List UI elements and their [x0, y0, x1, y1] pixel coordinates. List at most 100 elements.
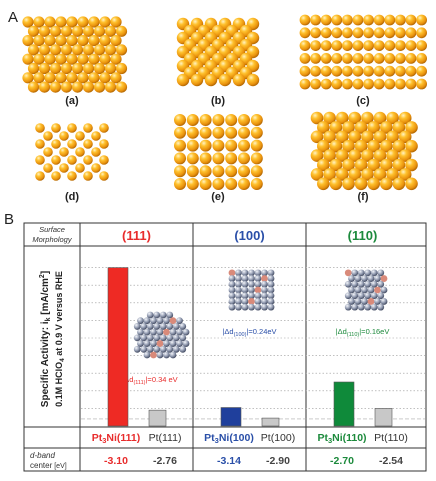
- sphere: [380, 139, 393, 153]
- atom: [133, 345, 141, 353]
- sphere: [405, 158, 418, 172]
- atom: [380, 275, 388, 282]
- atom: [374, 275, 381, 282]
- atom: [143, 340, 151, 347]
- atom: [228, 275, 236, 282]
- sphere: [82, 62, 95, 75]
- sphere: [174, 139, 186, 152]
- atom: [166, 334, 174, 342]
- sphere: [35, 171, 45, 181]
- atom: [248, 280, 255, 288]
- delta-d-annotation: |Δd(111)|=0.34 eV: [122, 375, 177, 386]
- sphere: [225, 178, 238, 190]
- sphere: [67, 123, 77, 133]
- atom: [361, 286, 368, 294]
- sphere: [317, 177, 330, 191]
- sphere: [59, 163, 69, 173]
- sphere: [238, 178, 250, 190]
- atom: [159, 323, 167, 330]
- sphere: [329, 177, 343, 191]
- bar-chart: (111) |Δd(111)|=0.34 eV Pt3Ni(111) -3.10 Pt(…: [81, 228, 425, 467]
- atom: [156, 351, 164, 359]
- atom: [374, 286, 381, 294]
- surface-morphology-label-line1: Surface: [39, 225, 65, 234]
- sphere: [395, 53, 406, 64]
- atom: [261, 292, 268, 300]
- sphere: [110, 53, 122, 65]
- sphere: [174, 114, 186, 126]
- sphere: [363, 53, 374, 64]
- sphere: [77, 16, 89, 28]
- atom: [163, 317, 170, 325]
- sphere: [55, 16, 67, 28]
- lattice-c: (c): [299, 14, 427, 107]
- atom: [357, 303, 365, 311]
- sphere: [348, 168, 362, 181]
- sphere: [93, 25, 106, 37]
- atom: [150, 340, 157, 347]
- sphere: [323, 168, 336, 181]
- atom: [344, 269, 352, 277]
- group-110: (110) |Δd(110)|=0.16eV Pt3Ni(110) -2.70 Pt(1…: [317, 228, 407, 467]
- sphere: [352, 27, 364, 39]
- bar: [374, 408, 393, 427]
- sphere: [395, 14, 406, 26]
- sphere: [212, 139, 225, 152]
- sphere: [75, 163, 85, 173]
- atom: [228, 303, 236, 311]
- atom: [267, 275, 275, 282]
- dband-value: -2.70: [330, 455, 354, 467]
- atom: [261, 303, 268, 311]
- dband-label-line2: center [eV]: [30, 461, 67, 470]
- sphere: [99, 35, 111, 47]
- atom: [261, 275, 268, 282]
- y-axis-label-line2: 0.1M HClO4 at 0.9 V versus RHE: [54, 271, 66, 407]
- sphere: [212, 114, 225, 126]
- atom: [380, 286, 388, 294]
- sphere: [416, 65, 427, 77]
- atom: [364, 280, 372, 288]
- atom: [163, 351, 170, 359]
- sphere: [380, 177, 393, 191]
- atom: [156, 317, 164, 325]
- sphere: [320, 40, 332, 51]
- sphere: [186, 152, 199, 165]
- sphere: [99, 171, 109, 181]
- sphere: [317, 121, 330, 134]
- sphere: [342, 139, 355, 153]
- atom: [150, 317, 157, 325]
- atom: [370, 269, 378, 277]
- sphere: [51, 123, 61, 133]
- sphere: [35, 123, 45, 133]
- dband-value: -3.14: [217, 455, 241, 467]
- sphere: [398, 130, 412, 144]
- sphere: [373, 168, 387, 181]
- sphere: [93, 44, 106, 56]
- sphere: [115, 62, 128, 75]
- sphere: [66, 53, 78, 65]
- sphere: [33, 35, 45, 47]
- sphere: [33, 16, 45, 28]
- bar-label: Pt3Ni(100): [204, 432, 254, 445]
- sphere: [354, 177, 368, 191]
- sphere: [174, 165, 186, 178]
- sphere: [320, 27, 332, 39]
- sphere: [232, 73, 246, 87]
- atom: [172, 323, 180, 330]
- sphere: [225, 139, 238, 152]
- sphere: [55, 53, 67, 65]
- atom: [153, 311, 161, 319]
- sphere: [386, 149, 399, 162]
- sphere: [199, 178, 212, 190]
- atom: [361, 275, 368, 282]
- atom: [169, 351, 177, 359]
- sphere: [88, 16, 100, 28]
- sphere: [395, 78, 406, 90]
- atom: [163, 340, 170, 347]
- atom: [364, 292, 372, 300]
- atom: [241, 292, 249, 300]
- sphere: [342, 177, 355, 191]
- sphere: [66, 72, 78, 84]
- sphere: [331, 65, 343, 77]
- atom: [377, 303, 385, 311]
